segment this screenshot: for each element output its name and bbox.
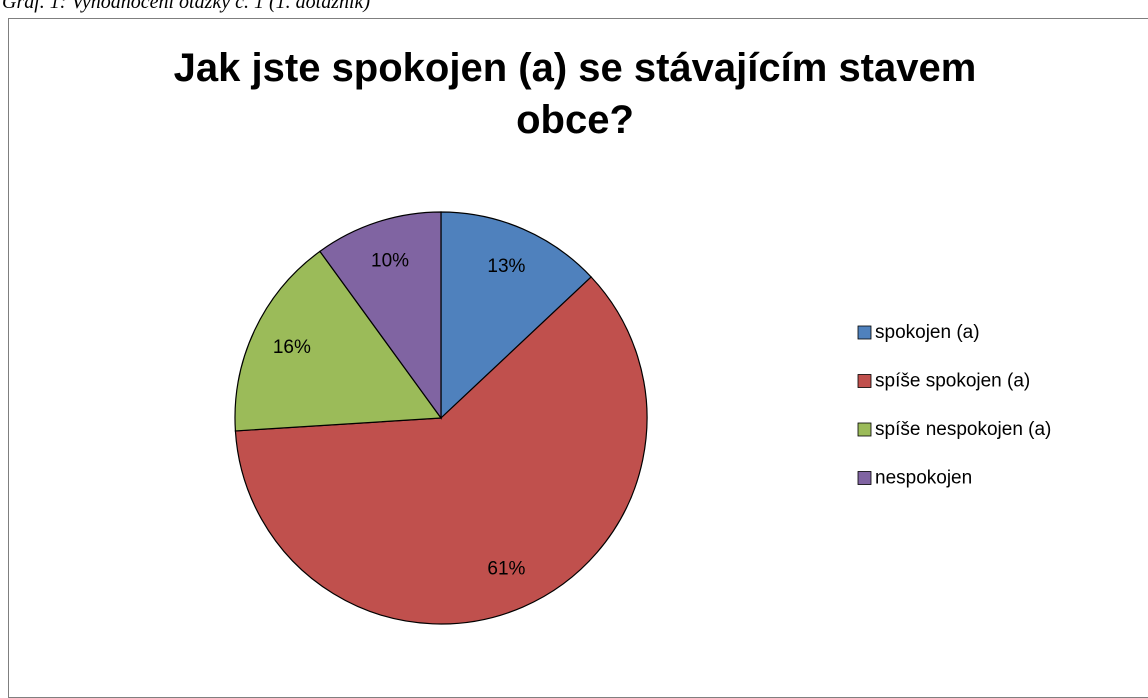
chart-title: Jak jste spokojen (a) se stávajícím stav… bbox=[173, 46, 977, 142]
legend-swatch bbox=[857, 422, 872, 437]
legend-swatch bbox=[857, 471, 872, 485]
pie-slice bbox=[234, 276, 648, 625]
data-label: 61% bbox=[487, 558, 525, 579]
caption: Graf. 1: Vyhodnocení otázky č. 1 (1. dot… bbox=[2, 0, 371, 13]
data-label: 10% bbox=[371, 250, 409, 271]
pie-slice bbox=[440, 211, 593, 420]
chart: 13% 61% 16% 10% spokojen (a) spíše spokojen (… bbox=[234, 211, 1051, 625]
data-label: 13% bbox=[487, 256, 525, 277]
pie-slice bbox=[234, 250, 443, 432]
legend-swatch bbox=[857, 374, 872, 388]
data-label: 16% bbox=[273, 337, 311, 358]
pie-slice bbox=[319, 211, 442, 420]
legend-swatch bbox=[857, 325, 872, 340]
legend-label: spokojen (a) bbox=[875, 322, 980, 343]
legend-label: spíše nespokojen (a) bbox=[875, 419, 1051, 440]
legend-label: spíše spokojen (a) bbox=[875, 371, 1030, 392]
legend-label: nespokojen bbox=[875, 468, 972, 489]
